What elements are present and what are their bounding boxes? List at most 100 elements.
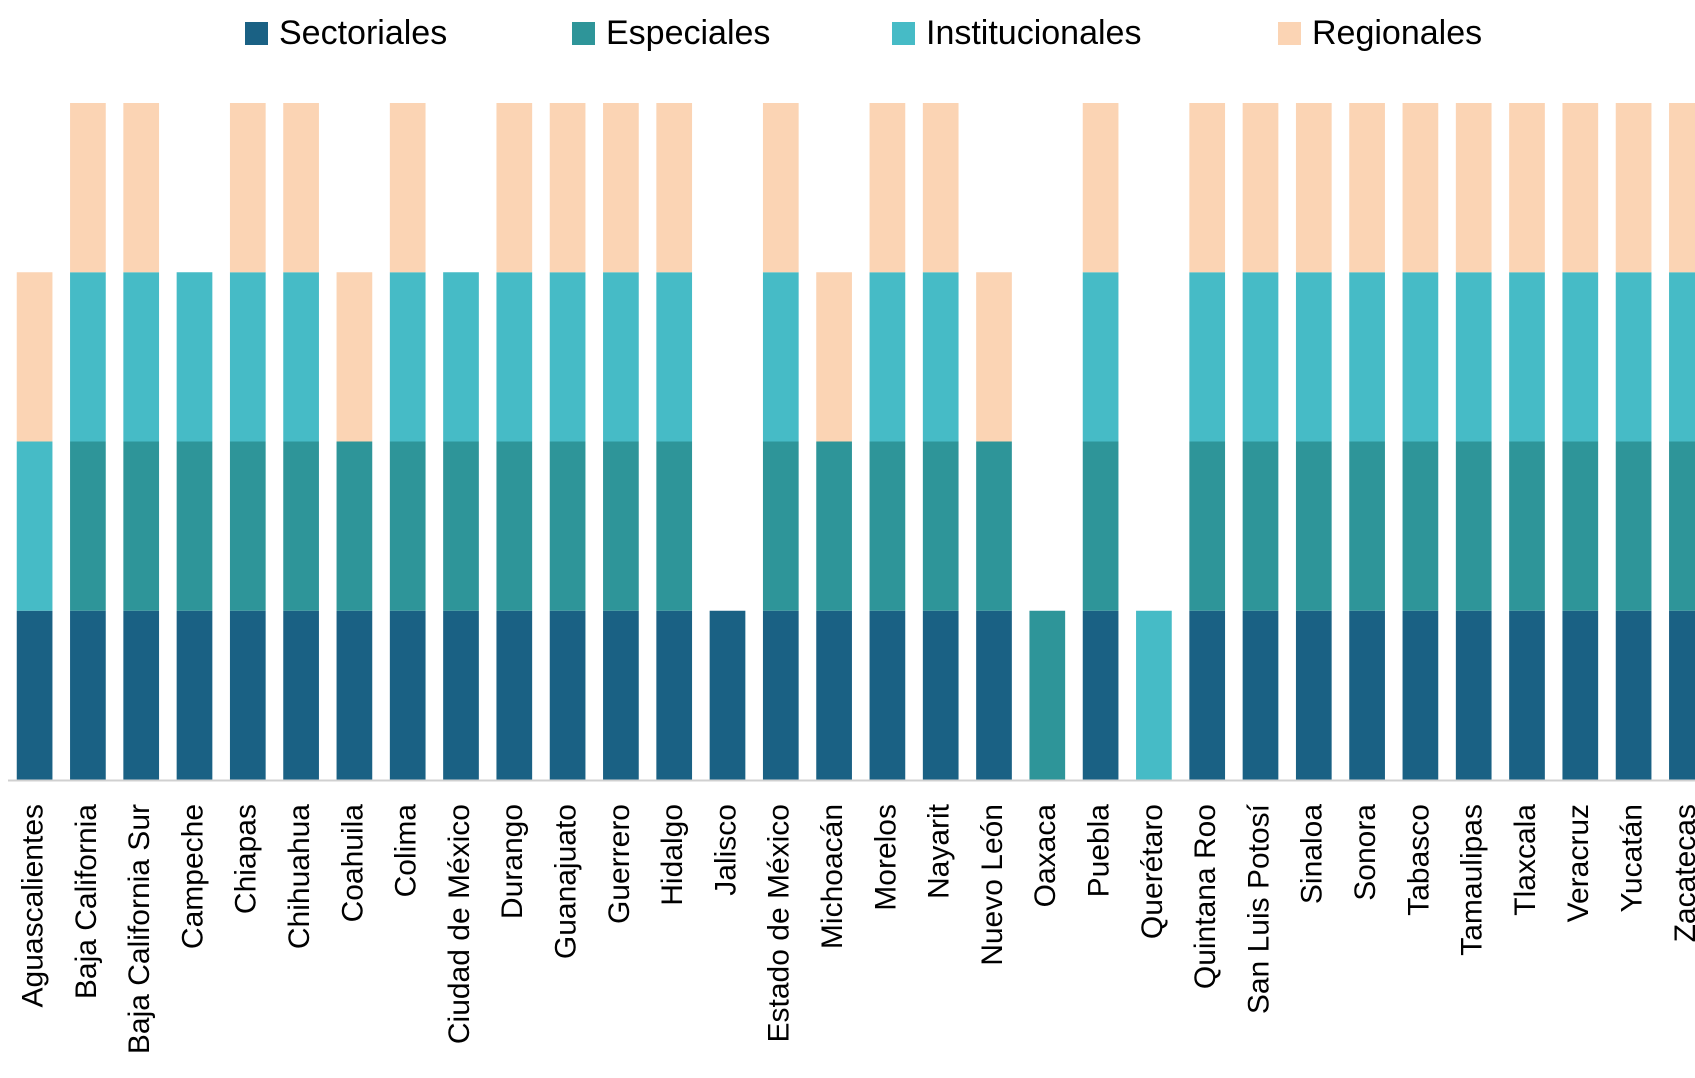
- bar-segment: [816, 441, 852, 611]
- bar-segment: [762, 272, 799, 442]
- bar-segment: [869, 441, 906, 611]
- x-tick-label: Michoacán: [816, 804, 849, 949]
- bar-segment: [1509, 103, 1545, 273]
- x-tick-label: Tamaulipas: [1456, 804, 1489, 956]
- bar-segment: [1082, 103, 1119, 273]
- legend-label: Especiales: [606, 14, 770, 52]
- bar-segment: [1242, 103, 1279, 273]
- bar-segment: [762, 441, 799, 611]
- bar-segment: [922, 610, 959, 780]
- bar-segment: [1402, 441, 1439, 611]
- bar-segment: [1349, 441, 1385, 611]
- bar-segment: [1082, 441, 1119, 611]
- bar-segment: [1295, 103, 1332, 273]
- bar-segment: [70, 103, 106, 273]
- bar-segment: [1615, 441, 1652, 611]
- bar-segment: [1562, 610, 1599, 780]
- bar-segment: [1669, 103, 1695, 273]
- x-tick-label: Guerrero: [603, 804, 636, 924]
- bar-segment: [496, 103, 533, 273]
- bar-segment: [1242, 441, 1279, 611]
- bar-segment: [229, 610, 266, 780]
- bar-segment: [762, 103, 799, 273]
- x-tick-label: Jalisco: [709, 804, 742, 896]
- bar-segment: [1669, 272, 1695, 442]
- bar-segment: [229, 441, 266, 611]
- x-tick-label: Morelos: [869, 804, 902, 911]
- bar-segment: [1509, 441, 1545, 611]
- bar-segment: [922, 103, 959, 273]
- bar-segment: [123, 441, 160, 611]
- bar-segment: [443, 441, 479, 611]
- x-tick-label: Sinaloa: [1296, 804, 1329, 904]
- bar-segment: [70, 272, 106, 442]
- bar-segment: [1189, 272, 1226, 442]
- bar-segment: [336, 441, 373, 611]
- bar-segment: [16, 610, 53, 780]
- bar-segment: [922, 441, 959, 611]
- x-tick-label: Durango: [496, 804, 529, 919]
- bar-segment: [1402, 610, 1439, 780]
- bar-segment: [123, 103, 160, 273]
- bar-segment: [762, 610, 799, 780]
- bar-segment: [496, 272, 533, 442]
- bar-segment: [1562, 103, 1599, 273]
- bar-segment: [1402, 272, 1439, 442]
- bar-segment: [656, 272, 693, 442]
- bar-segment: [1029, 610, 1066, 780]
- bar-segment: [389, 272, 426, 442]
- bar-segment: [336, 610, 373, 780]
- bar-segment: [283, 103, 319, 273]
- x-tick-label: Baja California Sur: [123, 804, 156, 1054]
- bar-segment: [1242, 610, 1279, 780]
- bar-segment: [176, 441, 213, 611]
- x-tick-label: Nayarit: [923, 803, 956, 899]
- bar-segment: [549, 272, 586, 442]
- x-tick-label: Sonora: [1349, 804, 1382, 901]
- x-tick-label: San Luis Potosí: [1242, 803, 1275, 1014]
- x-tick-label: Quintana Roo: [1189, 804, 1222, 989]
- bar-segment: [1669, 610, 1695, 780]
- bar-segment: [816, 610, 852, 780]
- bar-segment: [389, 441, 426, 611]
- bar-segment: [70, 610, 106, 780]
- bar-segment: [1295, 272, 1332, 442]
- x-tick-label: Chiapas: [230, 804, 263, 914]
- bar-segment: [283, 441, 319, 611]
- x-tick-label: Hidalgo: [656, 804, 689, 906]
- x-tick-label: Guanajuato: [550, 804, 583, 959]
- bar-segment: [123, 610, 160, 780]
- bar-segment: [1455, 272, 1492, 442]
- x-tick-label: Oaxaca: [1029, 804, 1062, 908]
- bar-segment: [1349, 610, 1385, 780]
- legend-label: Sectoriales: [279, 14, 447, 52]
- bar-segment: [1189, 441, 1226, 611]
- bar-segment: [549, 441, 586, 611]
- bar-segment: [70, 441, 106, 611]
- x-tick-label: Ciudad de México: [443, 804, 476, 1044]
- bar-segment: [1082, 272, 1119, 442]
- x-tick-label: Veracruz: [1562, 804, 1595, 922]
- bar-segment: [922, 272, 959, 442]
- bar-segment: [1295, 610, 1332, 780]
- bar-segment: [656, 441, 693, 611]
- bar-segment: [443, 272, 479, 442]
- x-tick-label: Colima: [390, 804, 423, 898]
- bar-segment: [123, 272, 160, 442]
- bar-segment: [976, 441, 1012, 611]
- bar-segment: [176, 610, 213, 780]
- bar-segment: [1189, 103, 1226, 273]
- bar-segment: [1562, 441, 1599, 611]
- bar-segment: [1082, 610, 1119, 780]
- x-tick-label: Estado de México: [763, 804, 796, 1042]
- bar-segment: [1455, 103, 1492, 273]
- x-tick-label: Campeche: [176, 804, 209, 949]
- bar-segment: [603, 272, 639, 442]
- x-tick-label: Puebla: [1083, 804, 1116, 898]
- x-tick-label: Coahuila: [336, 804, 369, 923]
- bar-segment: [549, 610, 586, 780]
- bar-segment: [283, 272, 319, 442]
- bar-segment: [1295, 441, 1332, 611]
- bar-segment: [1562, 272, 1599, 442]
